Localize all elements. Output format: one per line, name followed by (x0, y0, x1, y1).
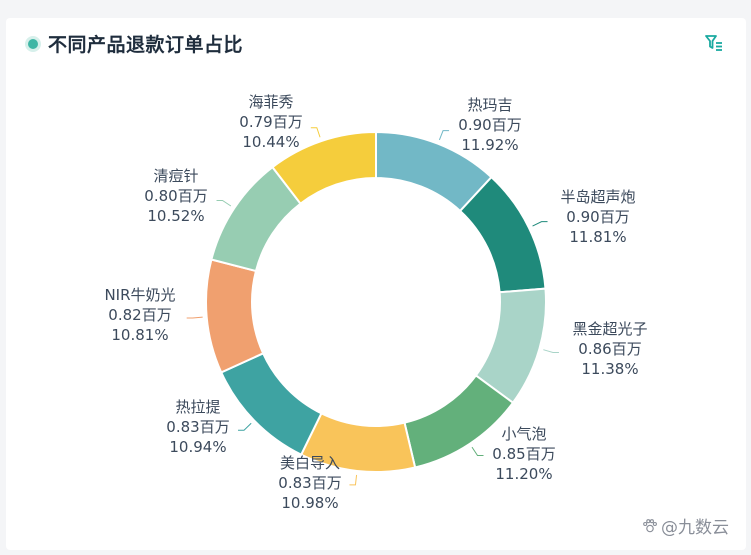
slice-label-name: 黑金超光子 (572, 320, 647, 338)
chart-header: 不同产品退款订单占比 (6, 18, 746, 68)
slice-label-value: 0.83百万 (166, 418, 229, 436)
slice-label-percent: 10.81% (111, 326, 168, 344)
slice-label: 清痘针 0.80百万 10.52% (144, 167, 207, 225)
leader-line (310, 127, 321, 138)
slice-label: NIR牛奶光 0.82百万 10.81% (104, 286, 175, 344)
slice-label: 半岛超声炮 0.90百万 11.81% (560, 188, 635, 246)
paw-icon (643, 518, 657, 532)
slice-label-name: 海菲秀 (248, 93, 293, 111)
slice-label-value: 0.79百万 (239, 113, 302, 131)
chart-title: 不同产品退款订单占比 (48, 34, 244, 56)
watermark: @九数云 (642, 513, 729, 538)
leader-line (532, 221, 548, 227)
leader-line (186, 316, 203, 319)
slice-label: 美白导入 0.83百万 10.98% (278, 454, 341, 512)
leader-line (216, 199, 232, 207)
leader-line (543, 349, 559, 353)
slice-label-name: 美白导入 (280, 454, 340, 472)
leader-line (349, 474, 358, 486)
slice-label: 热玛吉 0.90百万 11.92% (458, 96, 521, 154)
slice-label-percent: 11.38% (581, 360, 638, 378)
slice-label-value: 0.80百万 (144, 187, 207, 205)
slice-label: 小气泡 0.85百万 11.20% (492, 425, 555, 483)
slice-label-percent: 10.98% (281, 494, 338, 512)
slice-label-name: 热玛吉 (467, 96, 512, 114)
pie-slice[interactable] (205, 258, 265, 374)
slice-label-value: 0.90百万 (566, 208, 629, 226)
slice-label-percent: 10.44% (242, 133, 299, 151)
slice-label-percent: 11.20% (495, 465, 552, 483)
slice-label-value: 0.85百万 (492, 445, 555, 463)
pie-slice[interactable] (271, 130, 377, 206)
slice-label-percent: 11.92% (461, 136, 518, 154)
leader-line (238, 422, 252, 431)
slice-label-percent: 10.94% (169, 438, 226, 456)
leader-line (471, 446, 484, 456)
slice-label-percent: 11.81% (569, 228, 626, 246)
slice-label-name: 小气泡 (501, 425, 546, 443)
slice-label-value: 0.86百万 (578, 340, 641, 358)
pie-slice[interactable] (219, 352, 323, 456)
slice-label-percent: 10.52% (147, 207, 204, 225)
slice-label-name: 半岛超声炮 (560, 188, 635, 206)
watermark-text: @九数云 (661, 518, 729, 538)
slice-label-value: 0.90百万 (458, 116, 521, 134)
slice-label-value: 0.82百万 (108, 306, 171, 324)
leader-line (438, 130, 450, 141)
slice-label-name: 清痘针 (153, 167, 198, 185)
slice-label-name: 热拉提 (175, 398, 220, 416)
filter-icon[interactable] (704, 33, 724, 53)
slice-label: 热拉提 0.83百万 10.94% (166, 398, 229, 456)
dot-icon (28, 39, 38, 49)
slice-label: 黑金超光子 0.86百万 11.38% (572, 320, 647, 378)
slice-label: 海菲秀 0.79百万 10.44% (239, 93, 302, 151)
slice-label-name: NIR牛奶光 (104, 286, 175, 304)
slice-label-value: 0.83百万 (278, 474, 341, 492)
